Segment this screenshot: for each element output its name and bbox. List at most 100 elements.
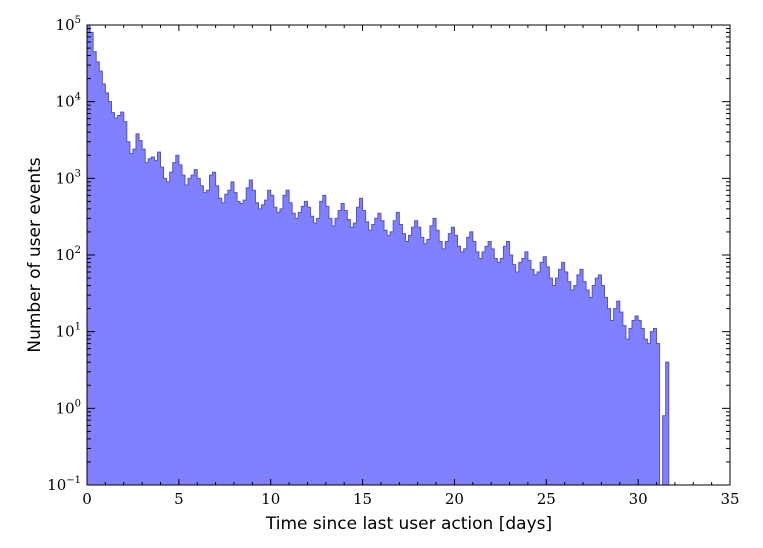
histogram-bar <box>497 262 501 485</box>
histogram-bar <box>114 118 118 486</box>
histogram-bar <box>393 220 397 485</box>
histogram-bar <box>338 210 342 485</box>
histogram-bar <box>503 246 507 485</box>
histogram-bar <box>530 269 535 485</box>
histogram-bar <box>558 269 562 485</box>
histogram-bar <box>292 213 296 485</box>
histogram-bar <box>466 237 471 485</box>
histogram-bar <box>549 278 553 485</box>
histogram-bar <box>371 224 376 485</box>
x-tick-label: 15 <box>353 490 372 508</box>
histogram-bar <box>243 200 247 485</box>
histogram-bar <box>616 301 621 485</box>
histogram-outline <box>86 24 675 486</box>
histogram-bar <box>619 312 624 485</box>
histogram-bar <box>638 320 642 485</box>
histogram-bar <box>215 185 219 485</box>
histogram-bar <box>145 162 149 485</box>
x-tick-label: 30 <box>629 490 648 508</box>
histogram-bar <box>319 201 324 485</box>
histogram-bar <box>537 272 541 485</box>
histogram-bar <box>592 285 596 485</box>
histogram-bar <box>258 208 262 485</box>
histogram-bar <box>601 285 605 485</box>
histogram-bar <box>335 218 339 485</box>
histogram-bar <box>126 141 131 486</box>
histogram-bar <box>270 195 275 485</box>
histogram-bar <box>151 156 155 485</box>
y-tick-label: 100 <box>56 398 81 417</box>
histogram-bar <box>249 180 253 485</box>
histogram-bar <box>203 192 207 485</box>
histogram-bar <box>567 281 572 485</box>
histogram-bar <box>396 212 400 485</box>
histogram-bar <box>402 233 406 485</box>
x-tick-label: 10 <box>261 490 280 508</box>
histogram-bar <box>279 208 284 485</box>
histogram-bar <box>650 331 654 485</box>
histogram-bar <box>625 339 630 485</box>
histogram-bar <box>374 218 379 485</box>
histogram-bar <box>184 184 189 486</box>
x-tick-label: 35 <box>720 490 739 508</box>
histogram-bar <box>160 167 164 485</box>
histogram-bar <box>500 258 504 485</box>
histogram-bar <box>102 83 106 486</box>
histogram-bar <box>191 175 195 485</box>
histogram-bar <box>123 121 128 485</box>
histogram-bar <box>169 172 174 486</box>
histogram-bar <box>570 289 575 485</box>
histogram-bar <box>390 231 394 485</box>
histogram-bar <box>298 212 302 485</box>
histogram-bar <box>527 260 532 485</box>
histogram-bar <box>246 187 250 485</box>
histogram-bar <box>99 71 103 486</box>
histogram-bar <box>475 251 480 485</box>
histogram-bar <box>295 218 299 485</box>
histogram-bar <box>399 224 403 485</box>
x-tick-label: 5 <box>174 490 184 508</box>
histogram-bar <box>436 230 440 485</box>
y-tick-label: 102 <box>56 245 81 264</box>
histogram-bar <box>429 225 434 485</box>
histogram-bar <box>209 175 213 485</box>
histogram-bar <box>347 219 351 485</box>
histogram-bar <box>142 149 146 485</box>
histogram-bar <box>328 218 333 485</box>
histogram-bar <box>286 190 290 485</box>
histogram-bar <box>622 325 627 485</box>
histogram-bar <box>644 339 648 485</box>
histogram-bar <box>175 155 180 485</box>
histogram-bar <box>561 262 565 485</box>
histogram-bar <box>635 316 639 485</box>
x-tick-label: 20 <box>445 490 464 508</box>
y-tick-label: 104 <box>56 92 81 111</box>
histogram-bar <box>423 243 428 485</box>
histogram-bar <box>515 272 520 485</box>
histogram-bar <box>282 195 287 485</box>
histogram-bar <box>237 201 241 485</box>
histogram-bar <box>197 178 201 486</box>
histogram-bar <box>233 192 238 485</box>
histogram-bar <box>457 246 461 485</box>
histogram-bar <box>322 195 327 485</box>
histogram-bar <box>325 206 330 485</box>
histogram-bar <box>521 258 526 485</box>
histogram-bar <box>117 115 121 485</box>
histogram-bar <box>445 241 449 485</box>
histogram-bar <box>301 206 305 485</box>
histogram-bar <box>518 262 523 485</box>
histogram-bar <box>129 153 134 485</box>
histogram-bar <box>448 233 452 485</box>
histogram-bar <box>485 246 489 485</box>
histogram-bar <box>442 248 446 485</box>
histogram-bar <box>157 152 161 485</box>
histogram-bar <box>181 175 186 485</box>
histogram-bar <box>546 266 550 485</box>
histogram-bar <box>454 235 458 485</box>
histogram-bar <box>96 61 100 485</box>
histogram-bar <box>264 200 268 485</box>
histogram-bar <box>212 172 216 486</box>
histogram-bar <box>451 227 455 486</box>
